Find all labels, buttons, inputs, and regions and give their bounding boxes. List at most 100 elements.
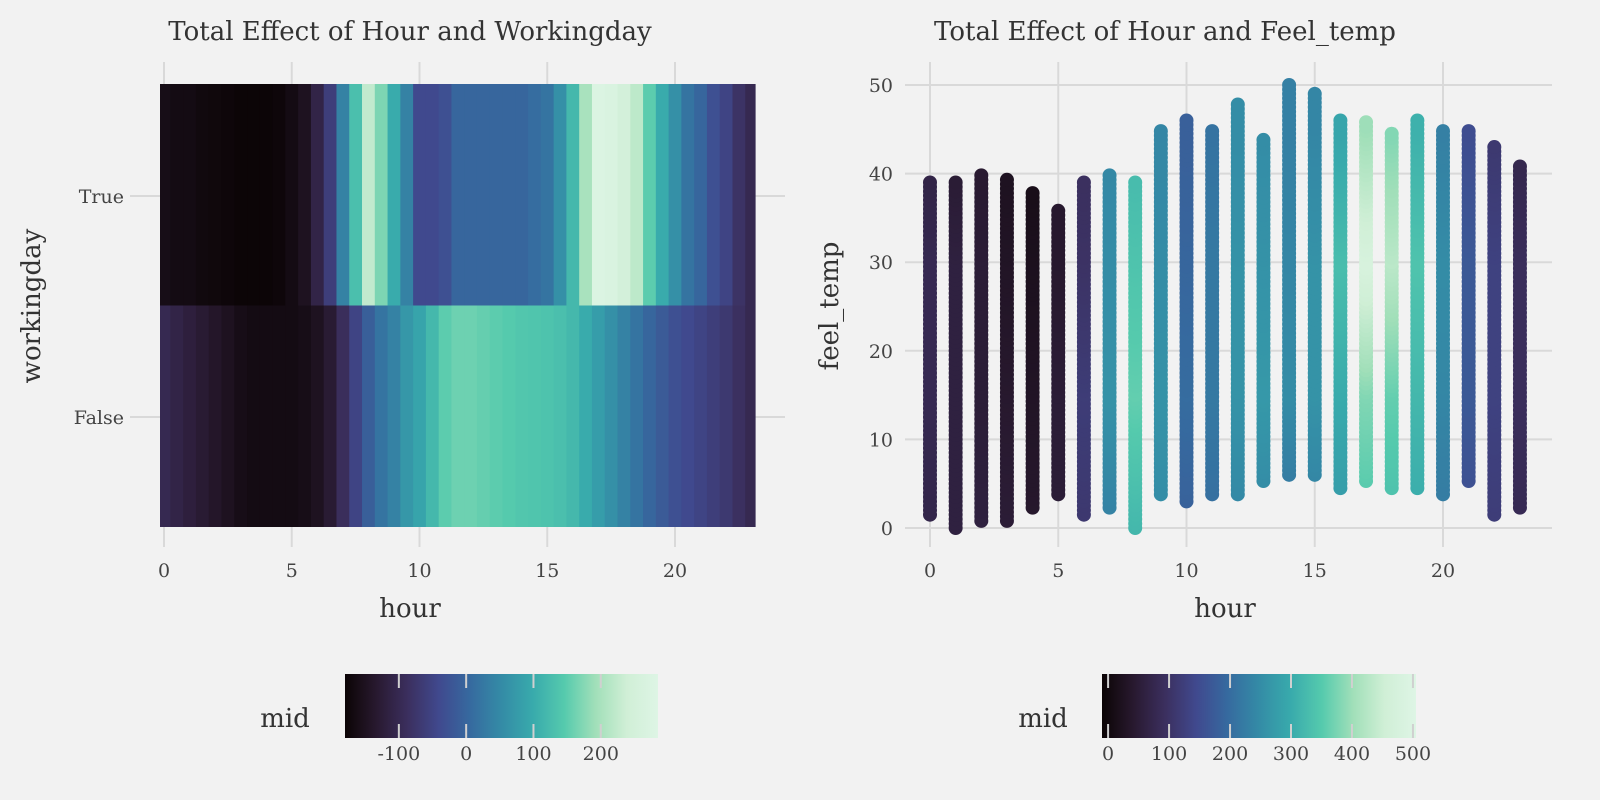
heatmap-cell [160, 305, 171, 527]
scatter-point [1205, 124, 1220, 139]
scatter-colorbar: 0 100 200 300 400 500 [1102, 674, 1431, 765]
heatmap-cell [706, 305, 721, 527]
heatmap-ylabel: workingday [17, 228, 47, 383]
heatmap-cell [374, 305, 389, 527]
heatmap-cell [259, 84, 274, 306]
scatter-point [1461, 124, 1476, 139]
heatmap-cell [681, 84, 695, 306]
scatter-point [1230, 97, 1245, 112]
heatmap-cell [310, 305, 325, 527]
heatmap-colorbar: -100 0 100 200 [345, 674, 658, 765]
x-tick-label: 15 [1303, 560, 1327, 582]
x-tick-label: 20 [663, 560, 687, 582]
heatmap-title: Total Effect of Hour and Workingday [168, 17, 652, 47]
colorbar-tick-label: 0 [1102, 743, 1114, 765]
heatmap-cell [566, 305, 580, 527]
scatter-point [1153, 124, 1168, 139]
heatmap-cell [464, 305, 478, 527]
heatmap-xlabel: hour [379, 594, 441, 624]
heatmap-cell [183, 305, 197, 527]
heatmap-cell [655, 84, 670, 306]
x-tick-label: 10 [1174, 560, 1198, 582]
heatmap-cell [489, 84, 504, 306]
heatmap-cell [259, 305, 274, 527]
heatmap-cell [310, 84, 325, 306]
heatmap-cell [502, 84, 516, 306]
scatter-point [974, 168, 989, 183]
heatmap-cell [183, 84, 197, 306]
scatter-point [1384, 126, 1399, 141]
y-tick-label: True [79, 186, 124, 208]
heatmap-cell [540, 305, 555, 527]
colorbar-tick-label: -100 [378, 743, 421, 765]
heatmap-cell [745, 305, 756, 527]
heatmap-cell [387, 305, 401, 527]
x-tick-label: 0 [924, 560, 936, 582]
scatter-point [1076, 175, 1091, 190]
heatmap-cell [604, 305, 619, 527]
heatmap-cell [630, 84, 644, 306]
heatmap-cell [400, 305, 414, 527]
heatmap-panel: Total Effect of Hour and Workingday 0 5 10… [17, 17, 785, 765]
heatmap-cell [195, 305, 210, 527]
heatmap-cell [362, 305, 376, 527]
y-tick-label: 40 [869, 164, 893, 186]
scatter-point [1102, 168, 1117, 183]
heatmap-cell [425, 84, 440, 306]
heatmap-cell [617, 305, 631, 527]
x-tick-label: 15 [535, 560, 559, 582]
heatmap-cell [706, 84, 721, 306]
heatmap-cell [272, 84, 286, 306]
colorbar-tick-label: 400 [1334, 743, 1370, 765]
heatmap-cell [170, 84, 184, 306]
heatmap-cell [170, 305, 184, 527]
heatmap-cell [643, 84, 657, 306]
heatmap-cell [528, 305, 542, 527]
heatmap-cell [425, 305, 440, 527]
scatter-colorbar-label: mid [1018, 704, 1068, 734]
x-tick-label: 5 [286, 560, 298, 582]
scatter-title: Total Effect of Hour and Feel_temp [934, 17, 1396, 47]
heatmap-cell [208, 305, 223, 527]
heatmap-cell [668, 305, 682, 527]
scatter-point [999, 172, 1014, 187]
scatter-point [1436, 124, 1450, 139]
scatter-point [1359, 115, 1374, 130]
colorbar-tick-label: 0 [460, 743, 472, 765]
heatmap-cell [591, 305, 606, 527]
y-tick-label: False [74, 407, 124, 429]
heatmap-cell [502, 305, 516, 527]
y-tick-label: 10 [869, 429, 893, 451]
colorbar-gradient [1102, 674, 1416, 738]
heatmap-cell [655, 305, 670, 527]
heatmap-cell [553, 305, 568, 527]
heatmap-cell [323, 305, 338, 527]
heatmap-cell [160, 84, 171, 306]
scatter-point [1512, 159, 1527, 174]
heatmap-cell [745, 84, 756, 306]
heatmap-cell [464, 84, 478, 306]
heatmap-cell [247, 84, 261, 306]
heatmap-cell [195, 84, 210, 306]
heatmap-cell [413, 84, 427, 306]
heatmap-cell [362, 84, 376, 306]
heatmap-cell [247, 305, 261, 527]
heatmap-cell [643, 305, 657, 527]
heatmap-cell [387, 84, 401, 306]
scatter-point [1179, 113, 1194, 128]
heatmap-cell [298, 84, 312, 306]
heatmap-cell [489, 305, 504, 527]
heatmap-cell [285, 305, 299, 527]
y-tick-label: 30 [869, 252, 893, 274]
scatter-point [1333, 113, 1348, 128]
heatmap-cell [694, 84, 708, 306]
heatmap-cell [349, 305, 363, 527]
x-tick-label: 0 [158, 560, 170, 582]
colorbar-tick-label: 500 [1395, 743, 1431, 765]
scatter-point [1051, 203, 1066, 218]
heatmap-cell [604, 84, 619, 306]
heatmap-cell [336, 305, 350, 527]
heatmap-cell [285, 84, 299, 306]
colorbar-tick-label: 100 [515, 743, 551, 765]
y-tick-label: 0 [881, 518, 893, 540]
